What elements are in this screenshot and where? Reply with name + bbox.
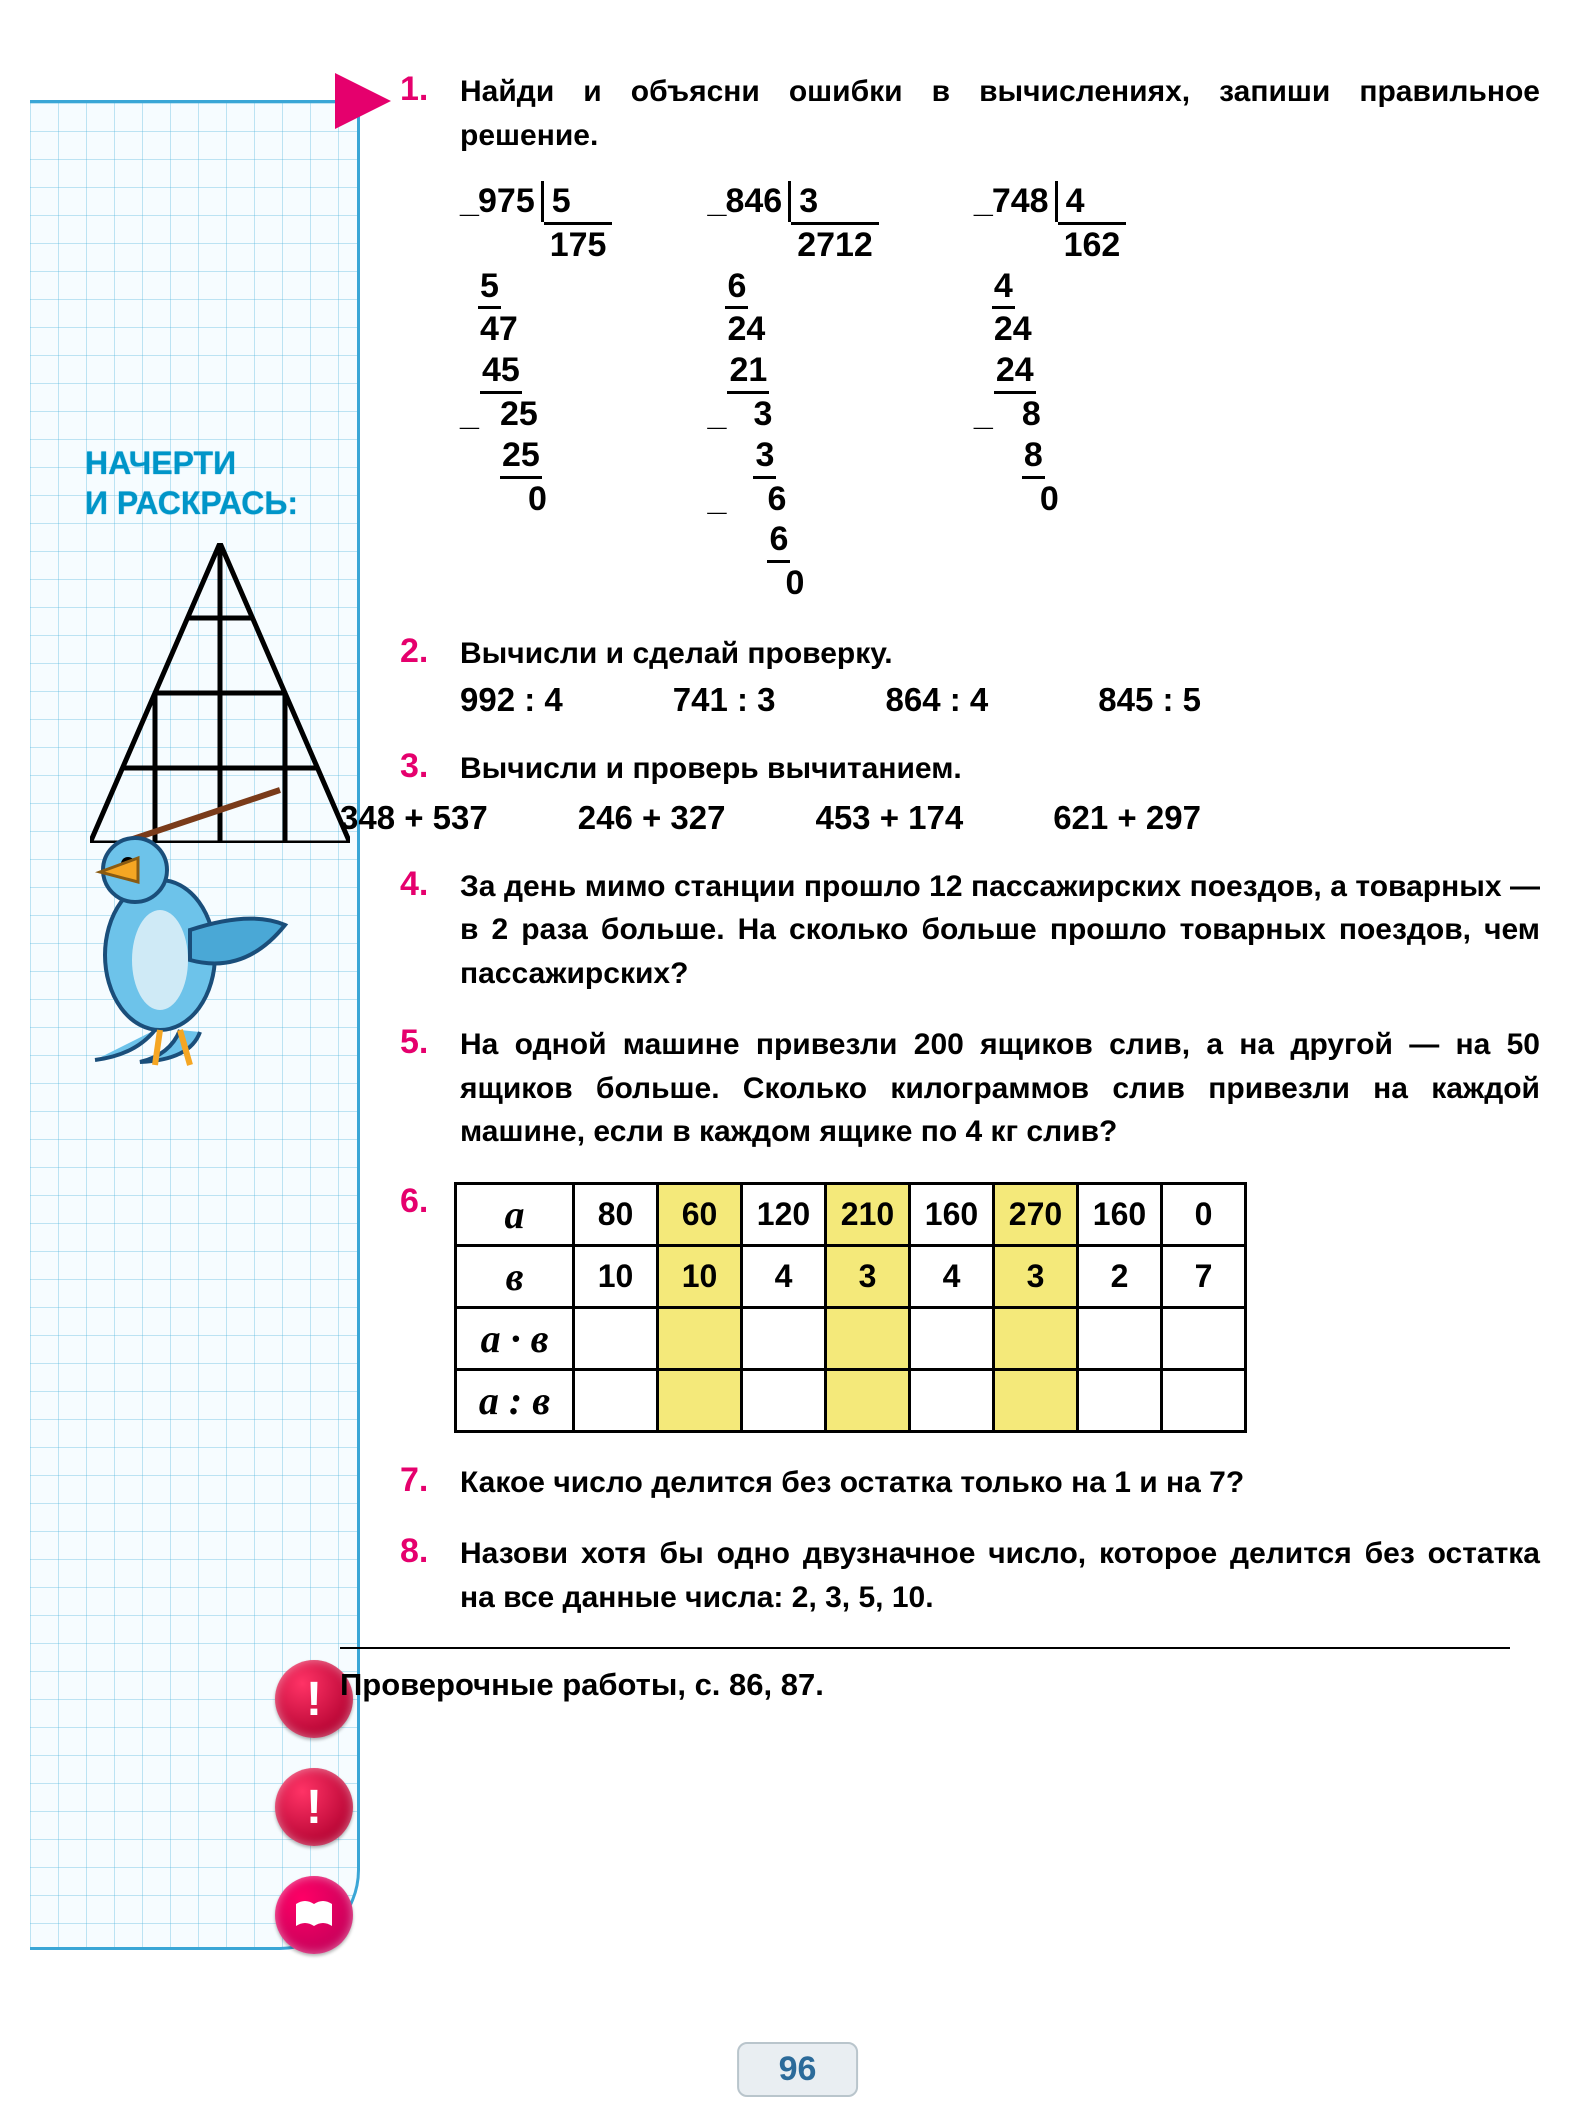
task-6: 6. a80601202101602701600в1010434327a · в… (400, 1182, 1540, 1433)
task-number: 2. (400, 632, 428, 671)
task-text: Вычисли и проверь вычитанием. (460, 747, 1540, 791)
task-number: 5. (400, 1023, 428, 1062)
expression: 864 : 4 (886, 681, 989, 719)
task-1: 1. Найди и объясни ошибки в вычислениях,… (400, 70, 1540, 604)
division-b: _8463271262421_33_660 (707, 181, 878, 604)
task-number: 3. (400, 747, 428, 786)
footer-divider (340, 1647, 1510, 1649)
expression: 246 + 327 (578, 799, 726, 837)
page-number: 96 (737, 2042, 859, 2097)
margin-icon-buttons: ! ! (275, 1660, 353, 1954)
book-icon (275, 1876, 353, 1954)
expression: 621 + 297 (1053, 799, 1201, 837)
task-number: 4. (400, 865, 428, 904)
expression: 453 + 174 (815, 799, 963, 837)
sidebar-title: НАЧЕРТИ И РАСКРАСЬ: (85, 443, 298, 523)
expressions-row: 348 + 537 246 + 327 453 + 174 621 + 297 (340, 799, 1540, 837)
arrow-marker-icon (335, 73, 391, 129)
bird-illustration (40, 780, 330, 1070)
expression: 741 : 3 (673, 681, 776, 719)
task-3: 3. Вычисли и проверь вычитанием. 348 + 5… (400, 747, 1540, 837)
sidebar-title-line2: И РАСКРАСЬ: (85, 483, 298, 523)
content: 1. Найди и объясни ошибки в вычислениях,… (400, 70, 1540, 1703)
task-5: 5. На одной машине привезли 200 ящиков с… (400, 1023, 1540, 1154)
expression: 348 + 537 (340, 799, 488, 837)
division-c: _748416242424_880 (974, 181, 1126, 604)
page: НАЧЕРТИ И РАСКРАСЬ: (0, 0, 1595, 2127)
task-number: 8. (400, 1532, 428, 1571)
task-text: Найди и объясни ошибки в вычислениях, за… (460, 70, 1540, 157)
task-text: За день мимо станции прошло 12 пассажирс… (460, 865, 1540, 996)
sidebar-title-line1: НАЧЕРТИ (85, 443, 298, 483)
task-text: На одной машине привезли 200 ящиков слив… (460, 1023, 1540, 1154)
expressions-row: 992 : 4 741 : 3 864 : 4 845 : 5 (460, 681, 1540, 719)
division-a: _975517554745_25250 (460, 181, 612, 604)
task-text: Вычисли и сделай проверку. (460, 632, 1540, 676)
task-text: Какое число делится без остатка только н… (460, 1461, 1540, 1505)
task-number: 1. (400, 70, 428, 109)
task-2: 2. Вычисли и сделай проверку. 992 : 4 74… (400, 632, 1540, 720)
task-4: 4. За день мимо станции прошло 12 пассаж… (400, 865, 1540, 996)
task-number: 7. (400, 1461, 428, 1500)
task6-table: a80601202101602701600в1010434327a · вa :… (454, 1182, 1247, 1433)
division-problems-row: _975517554745_25250 _8463271262421_33_66… (460, 181, 1540, 604)
footer-text: Проверочные работы, с. 86, 87. (340, 1667, 1540, 1703)
task-number: 6. (400, 1182, 428, 1221)
task-7: 7. Какое число делится без остатка тольк… (400, 1461, 1540, 1505)
exclaim-icon: ! (275, 1768, 353, 1846)
expression: 845 : 5 (1098, 681, 1201, 719)
expression: 992 : 4 (460, 681, 563, 719)
task-text: Назови хотя бы одно двузначное число, ко… (460, 1532, 1540, 1619)
task-8: 8. Назови хотя бы одно двузначное число,… (400, 1532, 1540, 1619)
